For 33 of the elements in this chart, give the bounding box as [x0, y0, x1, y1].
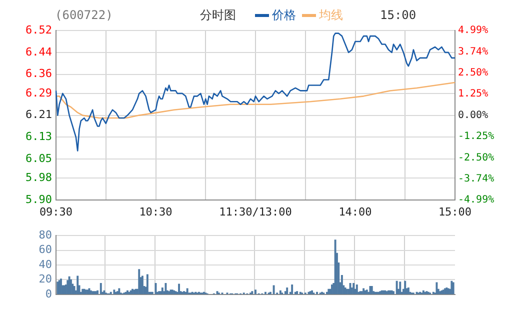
- y-tick-label: 40: [38, 258, 52, 271]
- x-tick-label: 11:30/13:00: [219, 205, 292, 218]
- y-tick-label: 6.52: [26, 23, 52, 36]
- y2-tick-label: 2.50%: [458, 67, 488, 78]
- x-tick-label: 09:30: [39, 205, 73, 218]
- x-tick-label: 14:00: [338, 205, 372, 218]
- y2-tick-label: -4.99%: [458, 194, 494, 206]
- y2-tick-label: -1.25%: [458, 131, 494, 142]
- y-tick-label: 5.90: [26, 192, 52, 206]
- y2-tick-label: 4.99%: [458, 25, 488, 36]
- legend-label: 均线: [318, 8, 343, 22]
- x-tick-label: 15:00: [438, 205, 472, 218]
- y2-tick-label: 1.25%: [458, 88, 488, 100]
- y-tick-label: 6.36: [26, 67, 52, 80]
- y-tick-label: 0: [45, 287, 52, 300]
- text: 15:00: [380, 8, 416, 22]
- y2-tick-label: 3.74%: [458, 46, 488, 58]
- legend-label: 价格: [271, 8, 296, 22]
- y-tick-label: 80: [38, 228, 52, 242]
- y-tick-label: 6.29: [26, 86, 52, 100]
- y-tick-label: 6.21: [26, 108, 52, 122]
- y2-tick-label: 0.00%: [458, 110, 488, 121]
- y-tick-label: 6.13: [26, 130, 52, 144]
- y-tick-label: 6.44: [26, 45, 52, 58]
- y-tick-label: 5.98: [26, 171, 52, 184]
- text: (600722): [55, 8, 113, 22]
- x-tick-label: 10:30: [139, 205, 172, 218]
- y-tick-label: 60: [38, 243, 52, 256]
- y2-tick-label: -3.74%: [458, 173, 494, 184]
- chart-title: 分时图: [200, 8, 236, 22]
- y-tick-label: 6.05: [26, 152, 52, 165]
- y2-tick-label: -2.50%: [458, 152, 494, 164]
- y-tick-label: 20: [38, 272, 52, 286]
